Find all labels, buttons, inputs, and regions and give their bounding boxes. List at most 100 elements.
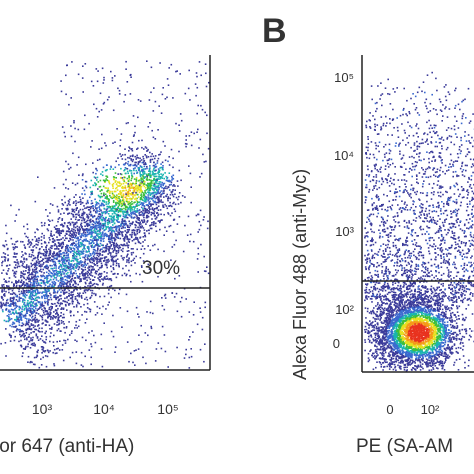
- panel-a-dot: [93, 103, 95, 106]
- panel-a-dot: [175, 196, 178, 199]
- panel-a-dot: [32, 280, 35, 282]
- panel-a-dot: [28, 333, 31, 336]
- panel-a-dot: [32, 291, 34, 294]
- panel-a-dot: [2, 299, 4, 301]
- panel-a-gate-percent: 30%: [142, 258, 180, 279]
- panel-a-dot: [157, 275, 159, 278]
- panel-a-dot: [87, 202, 89, 204]
- panel-a-dot: [86, 279, 88, 282]
- panel-a-dot: [86, 224, 89, 227]
- panel-a-dot: [78, 254, 81, 257]
- panel-a-dot: [128, 189, 130, 192]
- panel-a-dot: [42, 258, 45, 261]
- panel-a-dot: [105, 249, 108, 252]
- panel-a-dot: [41, 316, 44, 319]
- panel-a-dot: [128, 188, 130, 191]
- panel-a-dot: [145, 155, 148, 157]
- panel-a-dot: [142, 202, 145, 204]
- panel-a-dot: [62, 183, 65, 186]
- panel-a-dot: [124, 211, 126, 214]
- panel-a-dot: [7, 288, 10, 291]
- panel-a-dot: [26, 308, 28, 311]
- panel-a-dot: [60, 322, 63, 324]
- panel-a-dot: [50, 298, 53, 301]
- panel-a-dot: [65, 285, 68, 288]
- panel-a-dot: [148, 174, 151, 176]
- panel-a-dot: [123, 201, 125, 204]
- panel-a-dot: [47, 261, 49, 263]
- panel-a-dot: [126, 177, 129, 180]
- panel-a-dot: [75, 240, 77, 243]
- panel-a-dot: [36, 264, 38, 266]
- panel-a-dot: [44, 308, 46, 310]
- panel-a-dot: [125, 192, 127, 194]
- panel-a-dot: [81, 297, 83, 299]
- panel-a-dot: [141, 146, 143, 149]
- panel-a-dot: [168, 180, 171, 183]
- panel-a-dot: [154, 138, 157, 140]
- panel-a-dot: [61, 271, 64, 273]
- panel-a-dot: [71, 243, 73, 245]
- panel-a-dot: [135, 211, 137, 213]
- panel-a-dot: [158, 105, 160, 107]
- panel-a-dot: [53, 277, 56, 279]
- panel-a-dot: [205, 160, 207, 163]
- panel-a-dot: [44, 277, 47, 279]
- panel-a-dot: [152, 171, 154, 174]
- panel-a-dot: [84, 281, 87, 284]
- panel-a-dot: [5, 224, 7, 227]
- panel-a-dot: [57, 248, 59, 250]
- panel-a-dot: [30, 305, 32, 308]
- panel-a-dot: [41, 260, 43, 262]
- panel-a-dot: [24, 299, 26, 302]
- panel-a-dot: [140, 341, 143, 343]
- panel-a-dot: [72, 260, 75, 262]
- panel-a-dot: [124, 187, 127, 189]
- panel-a-dot: [108, 301, 110, 304]
- panel-a-dot: [7, 270, 9, 272]
- panel-a-dot: [127, 250, 130, 252]
- panel-a-dot: [105, 225, 107, 228]
- panel-a-dot: [90, 254, 92, 257]
- panel-a-dot: [71, 236, 73, 239]
- panel-a-dot: [4, 240, 7, 242]
- panel-a-dot: [152, 196, 155, 199]
- panel-a-dot: [97, 247, 99, 250]
- panel-a-dot: [206, 132, 208, 135]
- panel-a-dot: [125, 205, 128, 208]
- panel-a-dot: [96, 262, 98, 265]
- panel-a-dot: [142, 260, 145, 262]
- panel-a-dot: [70, 125, 72, 127]
- panel-a-dot: [147, 187, 149, 189]
- panel-a-dot: [68, 262, 70, 264]
- panel-a-dot: [26, 302, 29, 304]
- panel-a-dot: [157, 182, 160, 185]
- panel-a-dot: [4, 259, 6, 261]
- panel-a-dot: [114, 218, 116, 221]
- panel-a-dot: [34, 297, 37, 300]
- panel-a-dot: [59, 271, 61, 273]
- panel-b-dot: [407, 275, 410, 278]
- panel-b-dot: [444, 343, 446, 346]
- panel-a-dot: [117, 193, 120, 195]
- panel-a-dot: [69, 232, 72, 235]
- panel-a-dot: [67, 280, 69, 283]
- panel-a-dot: [139, 182, 142, 184]
- panel-a-dot: [25, 278, 27, 281]
- panel-a-dot: [70, 314, 72, 317]
- panel-a-dot: [85, 296, 88, 299]
- panel-a-dot: [112, 226, 115, 229]
- panel-a-dot: [95, 210, 97, 213]
- panel-a-dot: [149, 170, 152, 173]
- panel-a-dot: [140, 194, 142, 197]
- panel-a-dot: [134, 187, 137, 189]
- panel-a-dot: [88, 259, 91, 261]
- panel-a-dot: [152, 179, 154, 182]
- panel-a-dot: [70, 264, 72, 267]
- panel-a-dot: [166, 96, 168, 99]
- panel-a-dot: [21, 251, 23, 253]
- panel-a-dot: [75, 362, 78, 365]
- panel-a-dot: [54, 264, 56, 266]
- panel-a-dot: [118, 244, 120, 247]
- panel-a-dot: [17, 318, 19, 320]
